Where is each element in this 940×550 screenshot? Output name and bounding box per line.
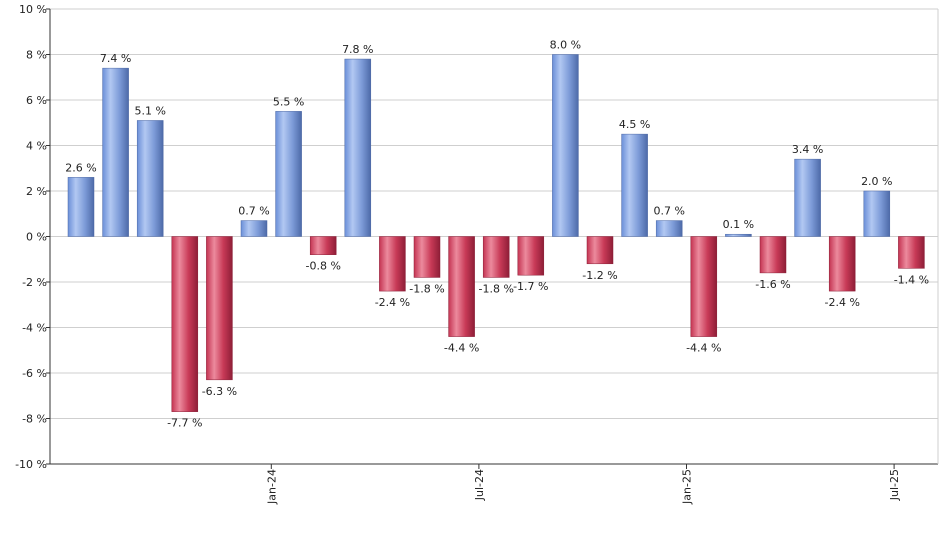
bar-value-label: -4.4 % <box>444 342 479 355</box>
bar <box>275 111 302 237</box>
bar <box>586 236 614 265</box>
bar <box>517 236 545 276</box>
data-labels: 2.6 % 7.4 % 5.1 % -7.7 % -6.3 % 0.7 % 5.5 % -0.… <box>65 39 929 430</box>
x-tick-label: Jan-25 <box>681 469 694 505</box>
bar <box>136 120 164 237</box>
y-tick-label: -2 % <box>22 276 47 289</box>
bar-value-label: 7.8 % <box>342 43 373 56</box>
bar <box>828 236 856 292</box>
bar <box>621 133 648 237</box>
bar <box>898 236 925 269</box>
bar <box>690 236 718 337</box>
bar-value-label: 0.1 % <box>723 218 754 231</box>
bar-value-label: -2.4 % <box>824 296 859 309</box>
y-tick-label: -8 % <box>22 413 47 426</box>
y-tick-label: 6 % <box>26 94 47 107</box>
bar-value-label: 0.7 % <box>653 205 684 218</box>
x-tick-label: Jul-25 <box>888 469 901 501</box>
bars <box>67 54 925 412</box>
bar <box>206 236 233 381</box>
y-tick-label: 4 % <box>26 140 47 153</box>
bar <box>309 236 337 255</box>
bar-value-label: -7.7 % <box>167 417 202 430</box>
bar <box>863 190 891 237</box>
bar-value-label: -0.8 % <box>305 260 340 273</box>
y-tick-labels: 10 % 8 % 6 % 4 % 2 % 0 % -2 % -4 % -6 % -8 % -10 % <box>15 3 47 471</box>
y-tick-label: -6 % <box>22 367 47 380</box>
bar <box>379 236 406 292</box>
x-tick-label: Jan-24 <box>265 469 278 505</box>
bar <box>171 236 199 412</box>
bar <box>413 236 441 278</box>
bar-value-label: 0.7 % <box>238 205 269 218</box>
bar-value-label: 2.0 % <box>861 175 892 188</box>
y-tick-label: 0 % <box>26 231 47 244</box>
bar-value-label: -6.3 % <box>202 385 237 398</box>
y-tick-label: -10 % <box>15 458 47 471</box>
bar-value-label: -4.4 % <box>686 342 721 355</box>
bar-value-label: 2.6 % <box>65 161 96 174</box>
bar <box>759 236 787 274</box>
bar-value-label: -1.8 % <box>409 282 444 295</box>
y-tick-label: 10 % <box>19 3 47 16</box>
bar-value-label: -1.8 % <box>478 282 513 295</box>
axes <box>46 8 939 469</box>
bar-value-label: 3.4 % <box>792 143 823 156</box>
bar-value-label: -1.6 % <box>755 278 790 291</box>
y-tick-label: 2 % <box>26 185 47 198</box>
y-tick-label: -4 % <box>22 322 47 335</box>
bar <box>552 54 579 237</box>
bar-value-label: -2.4 % <box>375 296 410 309</box>
bar-value-label: 7.4 % <box>100 52 131 65</box>
bar <box>725 233 752 237</box>
x-tick-labels: Jan-24 Jul-24 Jan-25 Jul-25 <box>265 469 901 505</box>
bar <box>67 177 95 237</box>
bar <box>794 158 821 237</box>
bar-value-label: 5.5 % <box>273 95 304 108</box>
bar <box>448 236 475 337</box>
bar-value-label: -1.4 % <box>894 273 929 286</box>
bar <box>240 220 268 237</box>
x-tick-label: Jul-24 <box>473 469 486 501</box>
bar <box>482 236 510 278</box>
bar <box>344 58 372 237</box>
bar-value-label: 5.1 % <box>134 104 165 117</box>
bar <box>102 67 129 237</box>
bar-value-label: 4.5 % <box>619 118 650 131</box>
bar-value-label: 8.0 % <box>550 39 581 52</box>
bar <box>655 220 683 237</box>
bar-value-label: -1.7 % <box>513 280 548 293</box>
bar-value-label: -1.2 % <box>582 269 617 282</box>
y-tick-label: 8 % <box>26 49 47 62</box>
